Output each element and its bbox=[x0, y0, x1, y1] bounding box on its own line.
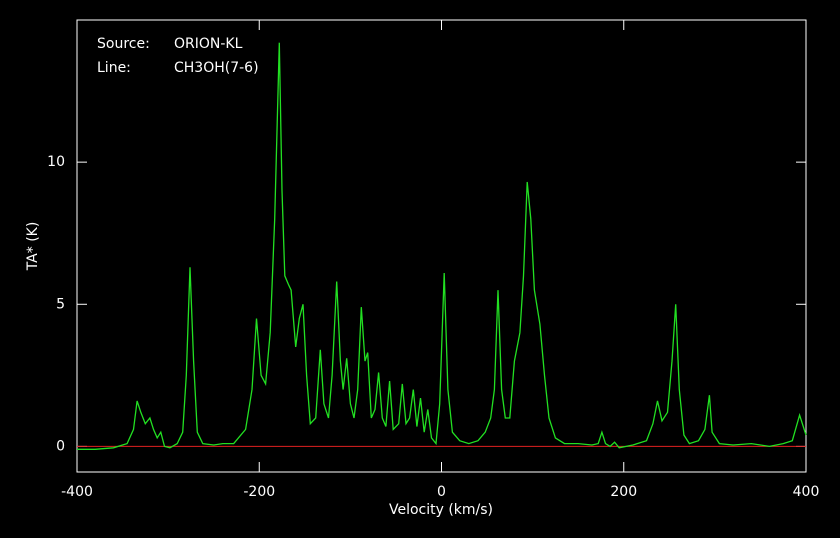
annotation: CH3OH(7-6) bbox=[174, 60, 259, 76]
x-tick-label: 400 bbox=[793, 484, 820, 500]
x-tick-label: 0 bbox=[437, 484, 446, 500]
plot-frame bbox=[76, 19, 807, 473]
y-tick-label: 5 bbox=[56, 296, 65, 312]
annotation: Source: bbox=[97, 36, 150, 52]
x-axis-label: Velocity (km/s) bbox=[389, 502, 493, 518]
spectrum-line bbox=[77, 42, 807, 450]
x-tick-label: 200 bbox=[610, 484, 637, 500]
y-tick-label: 0 bbox=[56, 438, 65, 454]
annotation: ORION-KL bbox=[174, 36, 243, 52]
y-tick-label: 10 bbox=[47, 154, 65, 170]
x-tick-label: -200 bbox=[243, 484, 275, 500]
y-axis-label: TA* (K) bbox=[25, 222, 41, 272]
x-tick-label: -400 bbox=[61, 484, 93, 500]
annotation: Line: bbox=[97, 60, 131, 76]
